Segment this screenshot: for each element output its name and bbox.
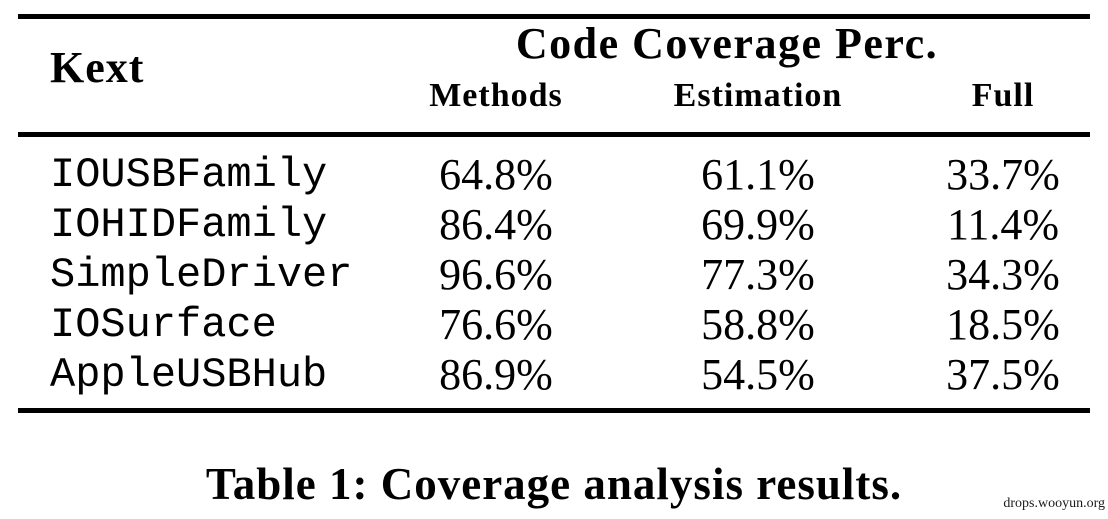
table-top-rule bbox=[18, 14, 1090, 19]
table-header-rule bbox=[18, 132, 1090, 137]
full-value-cell: 37.5% bbox=[946, 350, 1060, 399]
group-header-code-coverage: Code Coverage Perc. bbox=[515, 19, 939, 68]
kext-name-cell: AppleUSBHub bbox=[50, 351, 328, 399]
methods-value-cell: 86.9% bbox=[439, 350, 553, 399]
full-value-cell: 33.7% bbox=[946, 150, 1060, 199]
table-row: IOUSBFamily 64.8% 61.1% 33.7% bbox=[0, 150, 1108, 200]
column-header-full: Full bbox=[971, 77, 1035, 114]
kext-name-cell: IOHIDFamily bbox=[50, 201, 328, 249]
full-value-cell: 18.5% bbox=[946, 300, 1060, 349]
kext-name-cell: IOUSBFamily bbox=[50, 151, 328, 199]
watermark-text: drops.wooyun.org bbox=[1003, 496, 1105, 511]
estimation-value-cell: 61.1% bbox=[701, 150, 815, 199]
estimation-value-cell: 69.9% bbox=[701, 200, 815, 249]
kext-name-cell: IOSurface bbox=[50, 301, 277, 349]
methods-value-cell: 86.4% bbox=[439, 200, 553, 249]
estimation-value-cell: 77.3% bbox=[701, 250, 815, 299]
full-value-cell: 11.4% bbox=[946, 200, 1060, 249]
table-row: IOSurface 76.6% 58.8% 18.5% bbox=[0, 300, 1108, 350]
estimation-value-cell: 54.5% bbox=[701, 350, 815, 399]
methods-value-cell: 64.8% bbox=[439, 150, 553, 199]
table-row: SimpleDriver 96.6% 77.3% 34.3% bbox=[0, 250, 1108, 300]
full-value-cell: 34.3% bbox=[946, 250, 1060, 299]
column-header-estimation: Estimation bbox=[673, 77, 843, 114]
column-header-methods: Methods bbox=[429, 77, 563, 114]
estimation-value-cell: 58.8% bbox=[701, 300, 815, 349]
table-bottom-rule bbox=[18, 408, 1090, 413]
methods-value-cell: 76.6% bbox=[439, 300, 553, 349]
column-header-kext: Kext bbox=[50, 43, 145, 92]
kext-name-cell: SimpleDriver bbox=[50, 251, 353, 299]
table-row: IOHIDFamily 86.4% 69.9% 11.4% bbox=[0, 200, 1108, 250]
table-caption: Table 1: Coverage analysis results. bbox=[205, 459, 903, 509]
methods-value-cell: 96.6% bbox=[439, 250, 553, 299]
table-row: AppleUSBHub 86.9% 54.5% 37.5% bbox=[0, 350, 1108, 400]
